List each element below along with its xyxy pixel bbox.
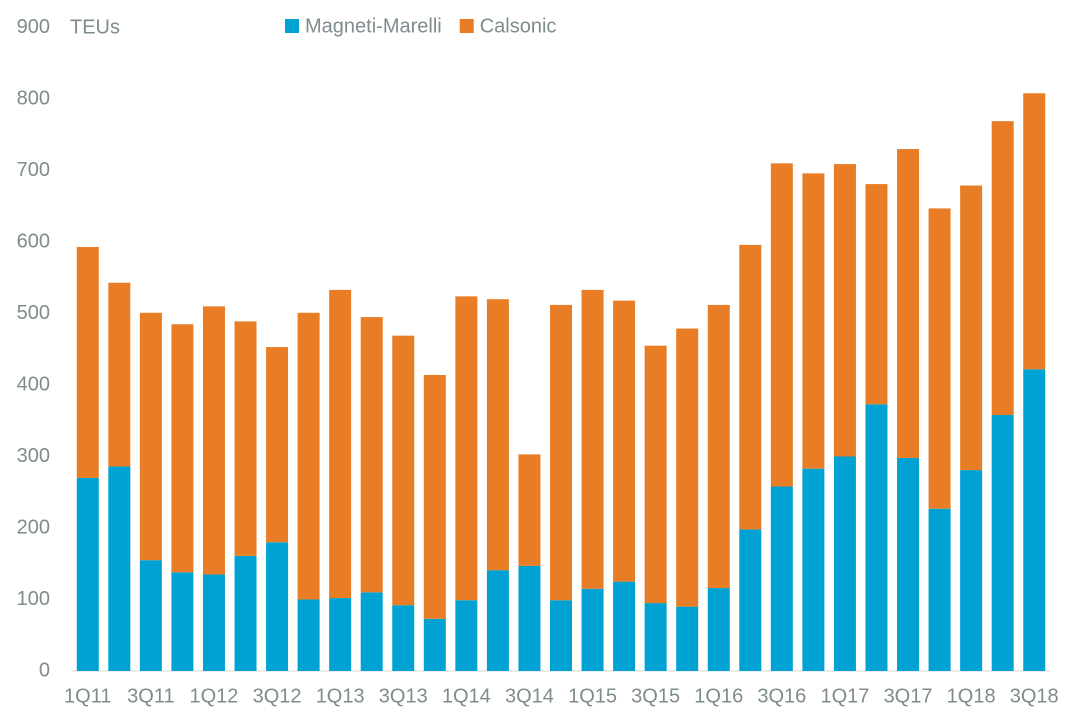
bar [960,185,983,471]
bar [960,470,983,671]
bar [76,247,99,478]
bar [360,592,383,671]
bar [802,468,825,671]
bar [550,600,572,671]
bar [581,588,604,671]
bar [297,599,320,671]
bar [833,456,856,671]
y-tick-label: 800 [17,87,50,109]
y-tick-label: 700 [17,159,50,181]
x-tick-label: 1Q17 [820,685,869,707]
bar [897,457,920,671]
legend-swatch [459,19,474,33]
x-tick-label: 1Q14 [442,685,491,707]
x-tick-label: 3Q15 [631,685,680,707]
y-tick-label: 500 [17,302,50,324]
bar [266,542,289,671]
y-axis-label: TEUs [70,16,120,38]
bar [108,282,131,467]
bar [234,555,257,671]
bar [581,289,604,589]
y-tick-label: 100 [17,588,50,610]
bar [865,184,888,405]
bar [423,374,446,619]
x-tick-label: 3Q11 [127,685,174,707]
bar [266,347,289,543]
bar [455,296,478,601]
bar [676,606,699,671]
y-tick-label: 600 [17,230,50,252]
bar [644,603,667,671]
bar [739,529,762,671]
y-tick-label: 0 [39,659,50,681]
bar [739,244,762,530]
bar [613,581,636,671]
bar [770,486,793,671]
y-tick-label: 400 [17,373,50,395]
bar [139,312,162,561]
legend-label: Magneti-Marelli [305,15,442,37]
x-tick-label: 1Q11 [64,685,111,707]
legend-swatch [285,19,299,33]
bar [613,300,636,582]
legend-label: Calsonic [480,15,557,37]
bar [392,605,415,671]
y-tick-label: 900 [17,16,50,38]
bar [518,454,541,566]
bar [202,306,225,575]
bar [455,600,478,671]
bar [392,335,415,606]
y-tick-label: 300 [17,445,50,467]
x-tick-label: 1Q13 [316,685,365,707]
bar [234,321,257,556]
bar [329,598,352,671]
bar [171,572,194,671]
x-tick-label: 3Q16 [757,685,806,707]
bar [1023,93,1046,370]
bar [486,299,509,571]
x-tick-label: 3Q13 [379,685,428,707]
bar [76,477,99,671]
x-tick-label: 1Q18 [947,685,996,707]
bar [518,565,541,671]
bar [770,163,793,487]
bar [991,121,1014,416]
bar [329,289,352,599]
bar [644,345,667,604]
bar [676,328,699,607]
x-tick-label: 3Q14 [505,685,554,707]
bar [297,312,320,600]
bar [833,164,856,457]
bar [108,466,131,671]
bar [550,304,572,601]
bar [486,570,509,671]
bar [991,415,1014,671]
x-tick-label: 1Q15 [568,685,617,707]
bar [171,324,194,573]
x-tick-label: 3Q18 [1010,685,1059,707]
x-tick-label: 3Q12 [253,685,302,707]
y-tick-label: 200 [17,516,50,538]
x-tick-label: 3Q17 [884,685,933,707]
bar [139,560,162,671]
bar [1023,369,1046,671]
x-tick-label: 1Q16 [694,685,743,707]
bar [707,588,730,671]
bar [423,618,446,671]
x-tick-label: 1Q12 [189,685,238,707]
bar [865,404,888,671]
bar [802,173,825,469]
bar [360,317,383,593]
bar [928,208,951,509]
bar [202,574,225,671]
bar [897,149,920,458]
bar [707,304,730,589]
bar [928,508,951,671]
